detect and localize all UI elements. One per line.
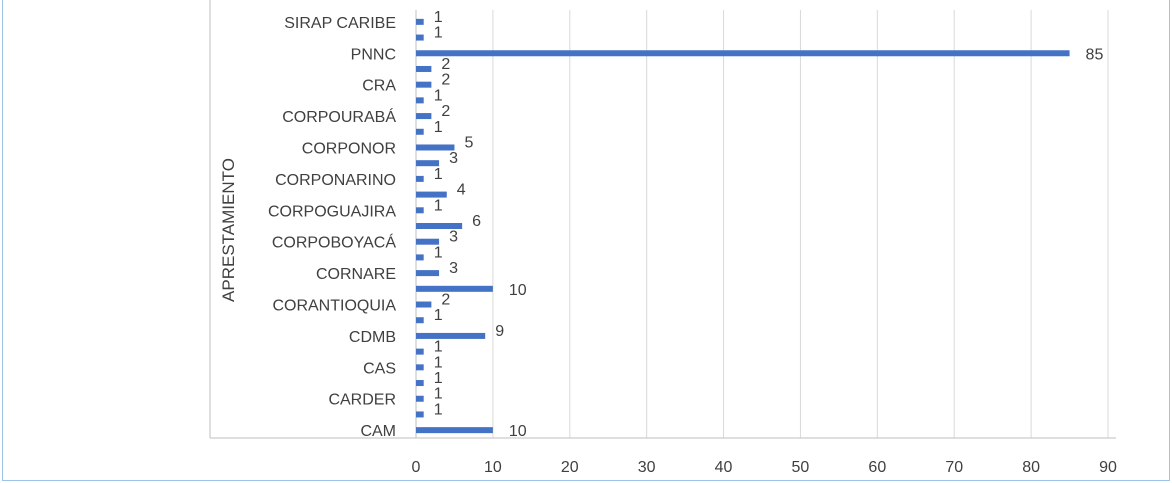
x-tick-label: 40 — [715, 459, 733, 476]
bar — [416, 395, 424, 402]
bar — [416, 270, 440, 277]
bar — [416, 160, 440, 167]
bar — [416, 81, 432, 88]
x-tick-label: 70 — [945, 459, 963, 476]
bar — [416, 380, 424, 387]
bar — [416, 128, 424, 135]
data-label: 2 — [441, 56, 450, 73]
category-label: CDMB — [349, 329, 396, 346]
data-label: 1 — [434, 401, 443, 418]
data-label: 1 — [434, 386, 443, 403]
data-label: 2 — [441, 292, 450, 309]
data-label: 3 — [449, 229, 458, 246]
data-label: 1 — [434, 307, 443, 324]
category-label: CORANTIOQUIA — [272, 298, 396, 315]
data-label: 1 — [434, 25, 443, 42]
bars — [416, 18, 1070, 434]
category-labels: SIRAP CARIBE PNNC CRA CORPOURABÁ CORPONOR COR… — [268, 15, 396, 440]
bar — [416, 411, 424, 418]
data-label: 1 — [434, 197, 443, 214]
bar — [416, 144, 455, 151]
bar — [416, 332, 486, 339]
category-label: CORPOGUAJIRA — [268, 203, 396, 220]
category-label: CAM — [360, 423, 396, 440]
group-axis-label: APRESTAMIENTO — [219, 158, 238, 302]
bar — [416, 191, 447, 198]
x-tick-label: 60 — [868, 459, 886, 476]
x-tick-label: 20 — [561, 459, 579, 476]
data-label: 4 — [457, 182, 466, 199]
data-label: 1 — [434, 166, 443, 183]
category-label: CORPONARINO — [275, 172, 396, 189]
data-label: 10 — [509, 282, 527, 299]
data-label: 85 — [1086, 46, 1104, 63]
x-tick-label: 30 — [638, 459, 656, 476]
bar — [416, 50, 1070, 57]
x-tick-label: 0 — [412, 459, 421, 476]
x-tick-label: 10 — [484, 459, 502, 476]
category-label: CORPOURABÁ — [282, 107, 396, 126]
bar — [416, 34, 424, 41]
category-label: CAS — [363, 360, 396, 377]
data-label: 1 — [434, 244, 443, 261]
bar — [416, 175, 424, 182]
category-label: CARDER — [328, 392, 396, 409]
category-label: CORNARE — [316, 266, 396, 283]
data-label: 3 — [449, 150, 458, 167]
category-label: CORPONOR — [302, 140, 396, 157]
x-tick-labels: 0 10 20 30 40 50 60 70 80 90 — [412, 459, 1117, 476]
bar — [416, 427, 493, 434]
gridlines — [492, 10, 1109, 438]
bar — [416, 317, 424, 324]
bar — [416, 223, 463, 229]
data-label: 1 — [434, 354, 443, 371]
data-label: 2 — [441, 103, 450, 120]
data-label: 1 — [434, 339, 443, 356]
data-label: 5 — [464, 134, 473, 151]
data-label: 1 — [434, 87, 443, 104]
data-label: 9 — [495, 323, 504, 340]
data-label: 2 — [441, 72, 450, 89]
x-tick-label: 90 — [1099, 459, 1117, 476]
data-label: 10 — [509, 423, 527, 440]
bar — [416, 113, 432, 120]
bar — [416, 18, 424, 25]
category-label: CRA — [362, 78, 396, 95]
bar — [416, 207, 424, 214]
data-label: 1 — [434, 370, 443, 387]
category-label: SIRAP CARIBE — [284, 15, 396, 32]
bar — [416, 254, 424, 261]
bar — [416, 301, 432, 308]
bar — [416, 97, 424, 104]
bar — [416, 65, 432, 72]
x-tick-label: 50 — [792, 459, 810, 476]
data-label: 1 — [434, 9, 443, 26]
bar — [416, 285, 493, 292]
data-label: 3 — [449, 260, 458, 277]
data-label: 1 — [434, 119, 443, 136]
category-label: PNNC — [351, 46, 396, 63]
bar — [416, 238, 440, 245]
bar — [416, 348, 424, 355]
bar — [416, 364, 424, 371]
category-label: CORPOBOYACÁ — [272, 233, 397, 252]
x-tick-label: 80 — [1022, 459, 1040, 476]
data-label: 6 — [472, 213, 481, 230]
